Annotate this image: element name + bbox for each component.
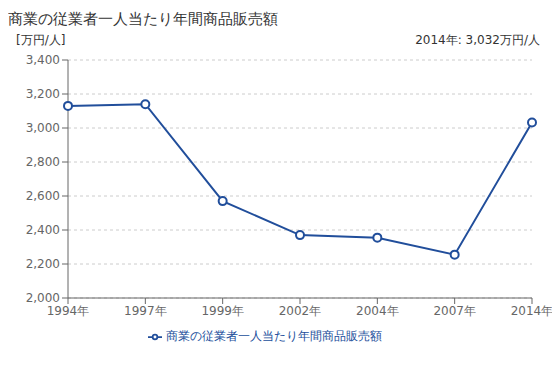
svg-text:2014年: 2014年 [511, 304, 552, 318]
svg-text:1994年: 1994年 [47, 304, 90, 318]
html-text:商業の従業者一人当たり年間商品販売額: 商業の従業者一人当たり年間商品販売額 [8, 10, 278, 28]
svg-text:2002年: 2002年 [279, 304, 322, 318]
html-text:商業の従業者一人当たり年間商品販売額: 商業の従業者一人当たり年間商品販売額 [166, 329, 382, 343]
svg-text:2004年: 2004年 [356, 304, 399, 318]
svg-text:3,000: 3,000 [26, 121, 60, 135]
svg-text:1999年: 1999年 [201, 304, 244, 318]
svg-text:2,000: 2,000 [26, 291, 60, 305]
svg-text:2,200: 2,200 [26, 257, 60, 271]
html-text:2014年: 3,032万円/人: 2014年: 3,032万円/人 [415, 33, 540, 47]
svg-text:3,400: 3,400 [26, 53, 60, 67]
svg-text:1997年: 1997年 [124, 304, 167, 318]
svg-text:3,200: 3,200 [26, 87, 60, 101]
svg-text:2,600: 2,600 [26, 189, 60, 203]
svg-text:2,400: 2,400 [26, 223, 60, 237]
svg-text:2007年: 2007年 [433, 304, 476, 318]
html-text:[万円/人]: [万円/人] [16, 33, 66, 47]
svg-text:2,800: 2,800 [26, 155, 60, 169]
